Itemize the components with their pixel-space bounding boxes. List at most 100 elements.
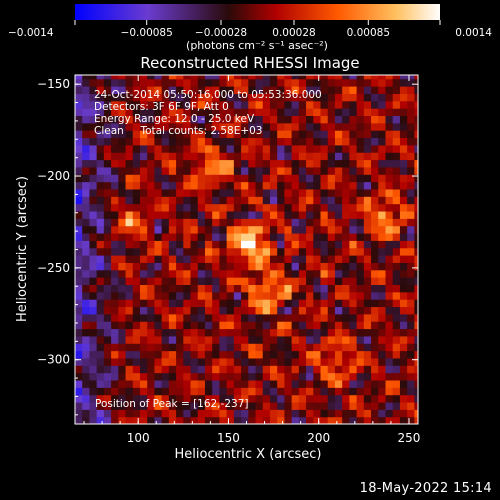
heatmap-cell bbox=[334, 365, 343, 374]
heatmap-cell bbox=[233, 394, 242, 403]
heatmap-cell bbox=[378, 350, 387, 359]
heatmap-cell bbox=[147, 174, 156, 183]
heatmap-cell bbox=[89, 93, 98, 102]
heatmap-cell bbox=[269, 225, 278, 234]
heatmap-cell bbox=[407, 328, 415, 337]
heatmap-cell bbox=[154, 137, 163, 146]
heatmap-cell bbox=[327, 350, 336, 359]
heatmap-cell bbox=[277, 78, 286, 87]
heatmap-cell bbox=[320, 277, 329, 285]
heatmap-cell bbox=[342, 335, 350, 344]
heatmap-cell bbox=[327, 284, 336, 293]
heatmap-cell bbox=[111, 240, 119, 249]
heatmap-cell bbox=[255, 284, 264, 293]
heatmap-cell bbox=[284, 75, 293, 80]
heatmap-cell bbox=[248, 247, 257, 256]
heatmap-cell bbox=[298, 225, 307, 234]
heatmap-cell bbox=[320, 210, 329, 219]
heatmap-cell bbox=[407, 240, 415, 249]
heatmap-cell bbox=[313, 416, 322, 424]
heatmap-cell bbox=[226, 387, 235, 396]
heatmap-cell bbox=[82, 409, 91, 418]
heatmap-cell bbox=[103, 269, 112, 278]
heatmap-cell bbox=[154, 379, 163, 388]
heatmap-cell bbox=[363, 321, 372, 330]
heatmap-cell bbox=[89, 255, 98, 263]
heatmap-cell bbox=[399, 255, 408, 263]
heatmap-cell bbox=[414, 203, 418, 212]
heatmap-cell bbox=[139, 394, 148, 403]
heatmap-cell bbox=[183, 144, 192, 153]
heatmap-cell bbox=[118, 409, 127, 418]
heatmap-cell bbox=[313, 75, 322, 80]
heatmap-cell bbox=[233, 232, 242, 241]
heatmap-cell bbox=[161, 93, 170, 102]
heatmap-cell bbox=[399, 247, 408, 256]
heatmap-cell bbox=[154, 372, 163, 381]
heatmap-cell bbox=[327, 100, 336, 109]
heatmap-cell bbox=[284, 93, 293, 102]
heatmap-cell bbox=[313, 255, 322, 263]
heatmap-cell bbox=[161, 321, 170, 330]
heatmap-cell bbox=[385, 75, 394, 80]
heatmap-cell bbox=[248, 379, 257, 388]
heatmap-cell bbox=[342, 152, 350, 161]
heatmap-cell bbox=[349, 93, 358, 102]
heatmap-cell bbox=[183, 240, 192, 249]
heatmap-cell bbox=[75, 203, 83, 212]
heatmap-cell bbox=[313, 188, 322, 197]
heatmap-cell bbox=[277, 401, 286, 410]
heatmap-cell bbox=[414, 387, 418, 396]
heatmap-cell bbox=[371, 218, 379, 227]
heatmap-cell bbox=[190, 108, 199, 117]
heatmap-cell bbox=[219, 93, 228, 102]
heatmap-cell bbox=[241, 291, 249, 300]
heatmap-cell bbox=[75, 232, 83, 241]
heatmap-cell bbox=[313, 343, 322, 352]
heatmap-cell bbox=[277, 343, 286, 352]
heatmap-cell bbox=[320, 159, 329, 168]
heatmap-cell bbox=[298, 152, 307, 161]
heatmap-cell bbox=[89, 394, 98, 403]
heatmap-cell bbox=[262, 416, 271, 424]
heatmap-cell bbox=[306, 152, 314, 161]
heatmap-cell bbox=[75, 144, 83, 153]
heatmap-cell bbox=[378, 365, 387, 374]
heatmap-cell bbox=[248, 166, 257, 175]
heatmap-cell bbox=[248, 130, 257, 139]
heatmap-cell bbox=[183, 394, 192, 403]
heatmap-cell bbox=[320, 152, 329, 161]
heatmap-cell bbox=[262, 225, 271, 234]
heatmap-cell bbox=[168, 291, 177, 300]
heatmap-cell bbox=[277, 328, 286, 337]
heatmap-cell bbox=[161, 255, 170, 263]
heatmap-cell bbox=[176, 203, 184, 212]
heatmap-cell bbox=[233, 210, 242, 219]
heatmap-cell bbox=[118, 115, 127, 124]
heatmap-cell bbox=[183, 78, 192, 87]
heatmap-cell bbox=[118, 130, 127, 139]
heatmap-cell bbox=[385, 387, 394, 396]
heatmap-cell bbox=[154, 291, 163, 300]
heatmap-cell bbox=[327, 152, 336, 161]
x-axis-label: Heliocentric X (arcsec) bbox=[175, 447, 322, 462]
heatmap-cell bbox=[349, 350, 358, 359]
heatmap-cell bbox=[298, 284, 307, 293]
heatmap-cell bbox=[161, 387, 170, 396]
heatmap-cell bbox=[147, 291, 156, 300]
heatmap-cell bbox=[298, 343, 307, 352]
heatmap-cell bbox=[313, 86, 322, 94]
heatmap-cell bbox=[291, 365, 300, 374]
heatmap-cell bbox=[269, 100, 278, 109]
heatmap-cell bbox=[284, 174, 293, 183]
heatmap-cell bbox=[147, 387, 156, 396]
heatmap-cell bbox=[82, 174, 91, 183]
heatmap-cell bbox=[378, 203, 387, 212]
heatmap-cell bbox=[284, 137, 293, 146]
heatmap-cell bbox=[89, 196, 98, 205]
heatmap-cell bbox=[183, 277, 192, 285]
heatmap-cell bbox=[277, 130, 286, 139]
heatmap-cell bbox=[147, 284, 156, 293]
heatmap-cell bbox=[96, 152, 105, 161]
heatmap-cell bbox=[96, 196, 105, 205]
